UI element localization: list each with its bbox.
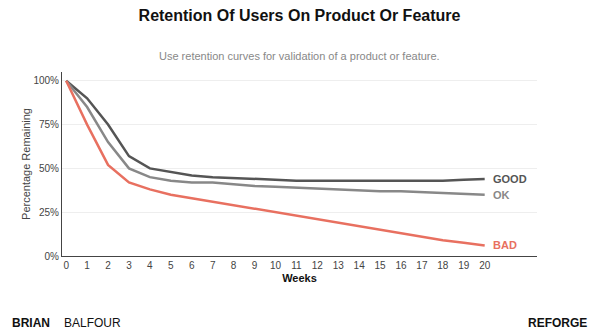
svg-text:1: 1 [84, 260, 90, 271]
svg-text:BALFOUR: BALFOUR [64, 316, 121, 330]
svg-text:11: 11 [291, 260, 302, 271]
svg-text:BAD: BAD [493, 239, 517, 251]
svg-text:17: 17 [416, 260, 428, 271]
svg-text:2: 2 [105, 260, 111, 271]
svg-text:Weeks: Weeks [282, 272, 317, 284]
svg-text:13: 13 [333, 260, 345, 271]
svg-text:25%: 25% [39, 207, 59, 218]
svg-text:BRIAN: BRIAN [12, 316, 50, 330]
svg-text:18: 18 [437, 260, 449, 271]
svg-text:12: 12 [312, 260, 324, 271]
svg-text:8: 8 [231, 260, 237, 271]
svg-text:100%: 100% [33, 75, 59, 86]
svg-text:0%: 0% [45, 251, 60, 262]
svg-text:16: 16 [395, 260, 407, 271]
svg-text:9: 9 [252, 260, 258, 271]
svg-text:4: 4 [147, 260, 153, 271]
svg-text:6: 6 [189, 260, 195, 271]
svg-text:10: 10 [270, 260, 282, 271]
svg-text:REFORGE: REFORGE [528, 316, 587, 330]
svg-text:3: 3 [126, 260, 132, 271]
svg-text:19: 19 [458, 260, 470, 271]
svg-text:Use retention curves for valid: Use retention curves for validation of a… [159, 50, 440, 62]
svg-text:14: 14 [354, 260, 366, 271]
svg-text:15: 15 [374, 260, 386, 271]
svg-text:50%: 50% [39, 163, 59, 174]
svg-text:GOOD: GOOD [493, 173, 527, 185]
svg-text:Retention Of Users On Product: Retention Of Users On Product Or Feature [139, 7, 461, 24]
svg-text:Percentage Remaining: Percentage Remaining [20, 108, 32, 220]
svg-text:5: 5 [168, 260, 174, 271]
svg-text:OK: OK [493, 189, 510, 201]
svg-text:7: 7 [210, 260, 216, 271]
svg-text:0: 0 [63, 260, 69, 271]
svg-text:20: 20 [479, 260, 491, 271]
svg-text:75%: 75% [39, 119, 59, 130]
